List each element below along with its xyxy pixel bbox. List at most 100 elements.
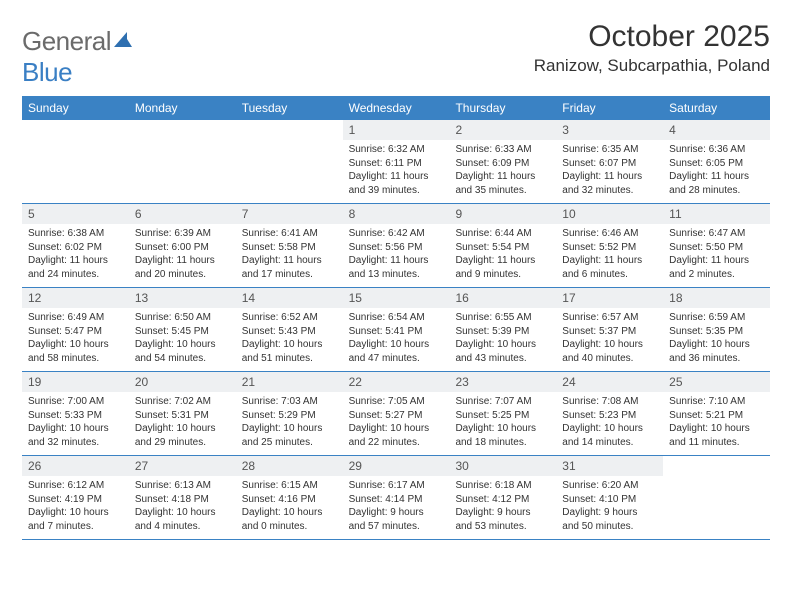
day-body: Sunrise: 6:55 AMSunset: 5:39 PMDaylight:… (449, 308, 556, 371)
logo-sail-icon (113, 26, 133, 57)
day-cell (22, 120, 129, 203)
day-number: 30 (449, 456, 556, 476)
day-number: 5 (22, 204, 129, 224)
header: GeneralBlue October 2025 Ranizow, Subcar… (22, 20, 770, 88)
day-body: Sunrise: 7:00 AMSunset: 5:33 PMDaylight:… (22, 392, 129, 455)
day-number: 10 (556, 204, 663, 224)
day-number: 9 (449, 204, 556, 224)
day-body: Sunrise: 6:38 AMSunset: 6:02 PMDaylight:… (22, 224, 129, 287)
day-number: 21 (236, 372, 343, 392)
location-text: Ranizow, Subcarpathia, Poland (534, 56, 770, 76)
day-cell: 26Sunrise: 6:12 AMSunset: 4:19 PMDayligh… (22, 456, 129, 539)
week-row: 19Sunrise: 7:00 AMSunset: 5:33 PMDayligh… (22, 372, 770, 456)
weeks-container: 1Sunrise: 6:32 AMSunset: 6:11 PMDaylight… (22, 120, 770, 540)
day-cell: 17Sunrise: 6:57 AMSunset: 5:37 PMDayligh… (556, 288, 663, 371)
day-number: 18 (663, 288, 770, 308)
day-number: 3 (556, 120, 663, 140)
day-cell (129, 120, 236, 203)
day-number: 14 (236, 288, 343, 308)
day-number: 7 (236, 204, 343, 224)
day-body: Sunrise: 6:17 AMSunset: 4:14 PMDaylight:… (343, 476, 450, 539)
day-body: Sunrise: 6:42 AMSunset: 5:56 PMDaylight:… (343, 224, 450, 287)
day-number: 4 (663, 120, 770, 140)
day-body: Sunrise: 7:08 AMSunset: 5:23 PMDaylight:… (556, 392, 663, 455)
week-row: 26Sunrise: 6:12 AMSunset: 4:19 PMDayligh… (22, 456, 770, 540)
day-body: Sunrise: 7:10 AMSunset: 5:21 PMDaylight:… (663, 392, 770, 455)
day-body: Sunrise: 6:59 AMSunset: 5:35 PMDaylight:… (663, 308, 770, 371)
weekday-header: Wednesday (343, 96, 450, 120)
day-number: 29 (343, 456, 450, 476)
day-body: Sunrise: 7:02 AMSunset: 5:31 PMDaylight:… (129, 392, 236, 455)
day-body: Sunrise: 6:52 AMSunset: 5:43 PMDaylight:… (236, 308, 343, 371)
day-number: 6 (129, 204, 236, 224)
day-number: 12 (22, 288, 129, 308)
calendar: SundayMondayTuesdayWednesdayThursdayFrid… (22, 96, 770, 540)
day-cell: 11Sunrise: 6:47 AMSunset: 5:50 PMDayligh… (663, 204, 770, 287)
day-body: Sunrise: 6:12 AMSunset: 4:19 PMDaylight:… (22, 476, 129, 539)
day-cell: 8Sunrise: 6:42 AMSunset: 5:56 PMDaylight… (343, 204, 450, 287)
day-cell: 7Sunrise: 6:41 AMSunset: 5:58 PMDaylight… (236, 204, 343, 287)
day-cell: 31Sunrise: 6:20 AMSunset: 4:10 PMDayligh… (556, 456, 663, 539)
weekday-header: Thursday (449, 96, 556, 120)
day-number: 23 (449, 372, 556, 392)
week-row: 5Sunrise: 6:38 AMSunset: 6:02 PMDaylight… (22, 204, 770, 288)
day-cell: 2Sunrise: 6:33 AMSunset: 6:09 PMDaylight… (449, 120, 556, 203)
day-number: 1 (343, 120, 450, 140)
day-cell: 19Sunrise: 7:00 AMSunset: 5:33 PMDayligh… (22, 372, 129, 455)
day-cell: 10Sunrise: 6:46 AMSunset: 5:52 PMDayligh… (556, 204, 663, 287)
day-body: Sunrise: 6:49 AMSunset: 5:47 PMDaylight:… (22, 308, 129, 371)
logo-text: GeneralBlue (22, 26, 133, 88)
weekday-header: Tuesday (236, 96, 343, 120)
day-body: Sunrise: 6:41 AMSunset: 5:58 PMDaylight:… (236, 224, 343, 287)
week-row: 1Sunrise: 6:32 AMSunset: 6:11 PMDaylight… (22, 120, 770, 204)
day-body: Sunrise: 6:54 AMSunset: 5:41 PMDaylight:… (343, 308, 450, 371)
day-cell: 27Sunrise: 6:13 AMSunset: 4:18 PMDayligh… (129, 456, 236, 539)
logo: GeneralBlue (22, 26, 133, 88)
title-block: October 2025 Ranizow, Subcarpathia, Pola… (534, 20, 770, 76)
day-cell: 16Sunrise: 6:55 AMSunset: 5:39 PMDayligh… (449, 288, 556, 371)
day-cell: 21Sunrise: 7:03 AMSunset: 5:29 PMDayligh… (236, 372, 343, 455)
day-body: Sunrise: 6:44 AMSunset: 5:54 PMDaylight:… (449, 224, 556, 287)
day-number (129, 120, 236, 140)
day-cell: 3Sunrise: 6:35 AMSunset: 6:07 PMDaylight… (556, 120, 663, 203)
day-cell: 18Sunrise: 6:59 AMSunset: 5:35 PMDayligh… (663, 288, 770, 371)
day-body: Sunrise: 6:18 AMSunset: 4:12 PMDaylight:… (449, 476, 556, 539)
logo-part2: Blue (22, 57, 72, 87)
day-cell: 24Sunrise: 7:08 AMSunset: 5:23 PMDayligh… (556, 372, 663, 455)
day-number: 24 (556, 372, 663, 392)
day-body: Sunrise: 6:35 AMSunset: 6:07 PMDaylight:… (556, 140, 663, 203)
day-cell (663, 456, 770, 539)
day-cell: 9Sunrise: 6:44 AMSunset: 5:54 PMDaylight… (449, 204, 556, 287)
day-number: 22 (343, 372, 450, 392)
weekday-header: Monday (129, 96, 236, 120)
day-body: Sunrise: 6:20 AMSunset: 4:10 PMDaylight:… (556, 476, 663, 539)
day-number: 15 (343, 288, 450, 308)
day-cell: 23Sunrise: 7:07 AMSunset: 5:25 PMDayligh… (449, 372, 556, 455)
day-cell: 14Sunrise: 6:52 AMSunset: 5:43 PMDayligh… (236, 288, 343, 371)
day-body: Sunrise: 6:33 AMSunset: 6:09 PMDaylight:… (449, 140, 556, 203)
day-cell: 22Sunrise: 7:05 AMSunset: 5:27 PMDayligh… (343, 372, 450, 455)
day-cell: 12Sunrise: 6:49 AMSunset: 5:47 PMDayligh… (22, 288, 129, 371)
day-cell (236, 120, 343, 203)
day-number (22, 120, 129, 140)
day-cell: 20Sunrise: 7:02 AMSunset: 5:31 PMDayligh… (129, 372, 236, 455)
day-body: Sunrise: 7:03 AMSunset: 5:29 PMDaylight:… (236, 392, 343, 455)
day-cell: 29Sunrise: 6:17 AMSunset: 4:14 PMDayligh… (343, 456, 450, 539)
week-row: 12Sunrise: 6:49 AMSunset: 5:47 PMDayligh… (22, 288, 770, 372)
day-number: 31 (556, 456, 663, 476)
day-cell: 25Sunrise: 7:10 AMSunset: 5:21 PMDayligh… (663, 372, 770, 455)
weekday-header: Friday (556, 96, 663, 120)
day-body: Sunrise: 7:05 AMSunset: 5:27 PMDaylight:… (343, 392, 450, 455)
day-number: 26 (22, 456, 129, 476)
day-body: Sunrise: 6:32 AMSunset: 6:11 PMDaylight:… (343, 140, 450, 203)
day-cell: 28Sunrise: 6:15 AMSunset: 4:16 PMDayligh… (236, 456, 343, 539)
day-number (236, 120, 343, 140)
day-cell: 5Sunrise: 6:38 AMSunset: 6:02 PMDaylight… (22, 204, 129, 287)
day-number: 2 (449, 120, 556, 140)
weekday-header: Sunday (22, 96, 129, 120)
day-cell: 4Sunrise: 6:36 AMSunset: 6:05 PMDaylight… (663, 120, 770, 203)
logo-part1: General (22, 26, 111, 56)
day-number: 8 (343, 204, 450, 224)
day-number: 13 (129, 288, 236, 308)
day-cell: 30Sunrise: 6:18 AMSunset: 4:12 PMDayligh… (449, 456, 556, 539)
